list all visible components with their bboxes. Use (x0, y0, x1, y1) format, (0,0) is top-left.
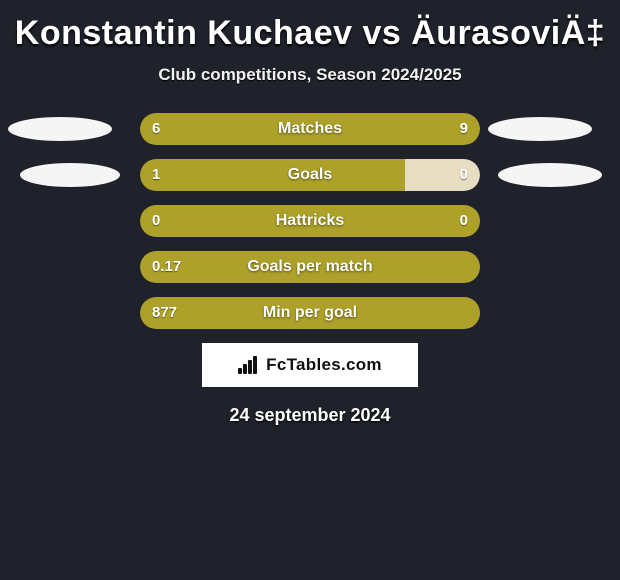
page-subtitle: Club competitions, Season 2024/2025 (0, 65, 620, 85)
bar-player-a (140, 251, 480, 283)
bar-player-a (140, 297, 480, 329)
side-ellipse (488, 117, 592, 141)
bar-player-a (140, 205, 480, 237)
logo-text: FcTables.com (266, 355, 382, 375)
page-title: Konstantin Kuchaev vs ÄurasoviÄ‡ (0, 14, 620, 53)
stat-value-b: 0 (460, 205, 468, 237)
comparison-chart: Matches69Goals10Hattricks00Goals per mat… (0, 113, 620, 329)
stat-value-b: 9 (460, 113, 468, 145)
stat-value-a: 0 (152, 205, 160, 237)
bar-player-a (140, 113, 276, 145)
bar-player-b (276, 113, 480, 145)
stat-value-a: 0.17 (152, 251, 181, 283)
stat-value-a: 1 (152, 159, 160, 191)
side-ellipse (20, 163, 120, 187)
stat-track (140, 297, 480, 329)
stat-track (140, 251, 480, 283)
side-ellipse (498, 163, 602, 187)
stat-row: Min per goal877 (0, 297, 620, 329)
stat-row: Goals per match0.17 (0, 251, 620, 283)
stat-track (140, 205, 480, 237)
stat-value-a: 877 (152, 297, 177, 329)
source-logo: FcTables.com (202, 343, 418, 387)
stat-row: Hattricks00 (0, 205, 620, 237)
side-ellipse (8, 117, 112, 141)
logo-bars-icon (238, 356, 260, 374)
bar-player-a (140, 159, 405, 191)
stat-value-a: 6 (152, 113, 160, 145)
generation-date: 24 september 2024 (0, 405, 620, 426)
stat-track (140, 113, 480, 145)
stat-value-b: 0 (460, 159, 468, 191)
stat-track (140, 159, 480, 191)
bar-player-b (405, 159, 480, 191)
